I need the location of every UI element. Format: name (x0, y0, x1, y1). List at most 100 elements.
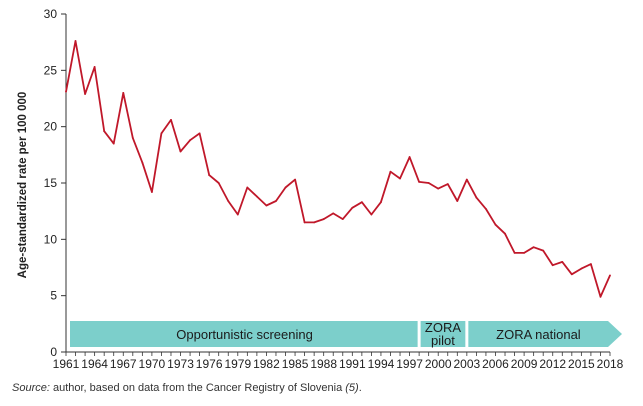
x-axis: 1961 1964 1967 1970 1973 1976 1979 1982 1985 1988… (53, 351, 624, 371)
data-point (532, 246, 535, 249)
source-label: Source: (12, 382, 50, 394)
data-point (341, 218, 344, 220)
data-point (93, 66, 96, 68)
data-point (380, 201, 382, 204)
x-tick-label: 2012 (539, 357, 566, 371)
y-tick-label: 20 (44, 120, 58, 134)
data-point (590, 263, 592, 266)
y-tick-label: 25 (44, 63, 58, 77)
data-point (370, 213, 373, 216)
source-note: Source: author, based on data from the C… (12, 382, 362, 394)
data-point (494, 223, 497, 226)
phase-label: pilot (431, 333, 455, 348)
series-line (65, 40, 611, 298)
data-point (160, 132, 163, 135)
data-point (485, 208, 487, 210)
data-point (437, 187, 440, 190)
data-point (408, 156, 411, 158)
phase-label: Opportunistic screening (176, 327, 313, 342)
x-tick-label: 1979 (224, 357, 251, 371)
data-point (170, 119, 172, 121)
y-tick-label: 0 (50, 345, 57, 359)
x-tick-label: 1976 (196, 357, 223, 371)
data-series (65, 40, 611, 298)
x-tick-label: 1973 (167, 357, 194, 371)
x-tick-label: 1961 (53, 357, 80, 371)
data-point (570, 273, 573, 276)
x-tick-label: 2018 (597, 357, 624, 371)
y-tick-label: 15 (44, 176, 58, 190)
source-reference: (5) (345, 382, 359, 394)
y-axis-label: Age-standardized rate per 100 000 (17, 92, 29, 279)
data-point (513, 251, 516, 254)
x-tick-label: 1997 (396, 357, 423, 371)
data-point (456, 200, 459, 202)
data-point (246, 186, 249, 189)
data-point (427, 182, 430, 184)
data-point (65, 90, 67, 93)
data-point (236, 213, 239, 216)
source-end: . (358, 382, 362, 394)
y-tick-label: 10 (44, 232, 58, 246)
data-point (198, 132, 201, 135)
data-point (609, 274, 611, 277)
data-point (351, 206, 354, 209)
data-point (561, 260, 564, 263)
y-tick-label: 5 (50, 289, 57, 303)
data-point (322, 218, 325, 220)
data-point (332, 212, 335, 215)
data-point (446, 183, 449, 186)
data-point (399, 177, 401, 180)
data-point (599, 295, 602, 298)
x-tick-label: 1988 (310, 357, 337, 371)
data-point (389, 170, 392, 173)
x-tick-label: 1985 (282, 357, 309, 371)
data-point (313, 221, 316, 224)
x-tick-label: 1964 (81, 357, 108, 371)
x-tick-label: 2015 (568, 357, 595, 371)
data-point (122, 91, 125, 94)
data-point (112, 142, 115, 145)
data-point (360, 201, 363, 204)
phase-label: ZORA (425, 320, 461, 335)
data-point (217, 182, 220, 184)
x-tick-label: 1967 (110, 357, 137, 371)
data-point (294, 178, 296, 181)
data-point (103, 130, 106, 133)
data-point (131, 137, 134, 139)
data-point (255, 195, 258, 198)
x-tick-label: 1970 (139, 357, 166, 371)
data-point (227, 200, 230, 202)
x-tick-label: 2003 (453, 357, 480, 371)
data-point (465, 178, 468, 181)
data-point (303, 221, 306, 224)
data-point (504, 232, 506, 235)
phase-arrow (70, 321, 622, 347)
data-point (418, 180, 421, 183)
data-point (84, 93, 86, 95)
x-tick-label: 2009 (511, 357, 538, 371)
data-point (523, 251, 526, 254)
x-tick-label: 2006 (482, 357, 509, 371)
data-point (580, 267, 583, 270)
data-point (275, 200, 277, 202)
data-point (265, 204, 268, 207)
y-tick-label: 30 (44, 7, 58, 21)
x-tick-label: 1982 (253, 357, 280, 371)
data-point (74, 40, 77, 42)
data-point (150, 191, 153, 193)
line-chart: 0 5 10 15 20 25 30 1961 1964 1967 1970 1973 1976 197… (17, 7, 624, 371)
data-point (542, 249, 545, 252)
data-point (551, 264, 554, 267)
source-text: author, based on data from the Cancer Re… (49, 382, 346, 394)
x-tick-label: 1994 (368, 357, 395, 371)
x-tick-label: 2000 (425, 357, 452, 371)
y-axis: 0 5 10 15 20 25 30 (44, 7, 67, 359)
data-point (284, 186, 287, 189)
data-point (208, 174, 211, 177)
x-tick-label: 1991 (339, 357, 366, 371)
data-point (189, 139, 191, 142)
phase-label: ZORA national (496, 327, 581, 342)
data-point (141, 161, 144, 164)
